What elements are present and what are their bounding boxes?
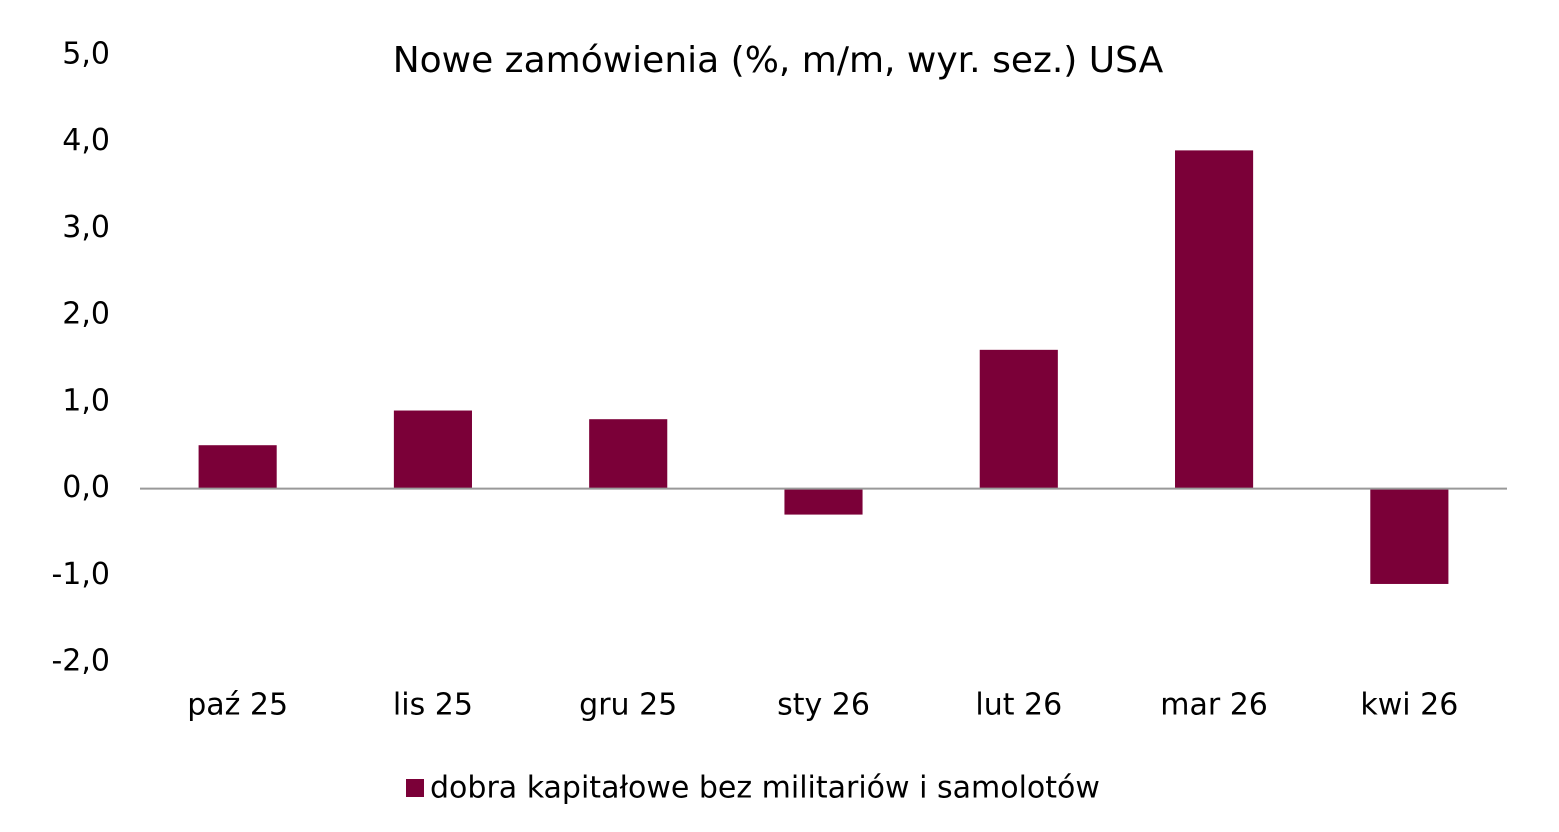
y-tick-label: 5,0	[62, 37, 110, 72]
x-tick-label: kwi 26	[1360, 688, 1458, 723]
legend-label: dobra kapitałowe bez militariów i samolo…	[430, 771, 1100, 806]
x-tick-label: gru 25	[579, 688, 677, 723]
y-tick-label: 0,0	[62, 470, 110, 505]
y-tick-label: -1,0	[51, 557, 110, 592]
y-tick-label: 1,0	[62, 383, 110, 418]
chart-title: Nowe zamówienia (%, m/m, wyr. sez.) USA	[393, 40, 1164, 81]
x-tick-label: paź 25	[187, 688, 288, 723]
bar	[1175, 150, 1254, 489]
bar	[979, 349, 1058, 489]
y-tick-label: 3,0	[62, 210, 110, 245]
bar	[784, 488, 863, 515]
y-tick-label: 2,0	[62, 297, 110, 332]
bar	[393, 410, 472, 489]
bar	[1370, 488, 1449, 584]
legend: dobra kapitałowe bez militariów i samolo…	[406, 771, 1100, 806]
bar	[198, 445, 277, 489]
y-tick-label: -2,0	[51, 644, 110, 679]
y-tick-label: 4,0	[62, 123, 110, 158]
x-tick-label: lut 26	[975, 688, 1062, 723]
legend-swatch	[406, 779, 424, 797]
x-tick-label: lis 25	[393, 688, 473, 723]
x-tick-label: mar 26	[1160, 688, 1268, 723]
bar	[589, 419, 668, 489]
x-tick-label: sty 26	[777, 688, 870, 723]
